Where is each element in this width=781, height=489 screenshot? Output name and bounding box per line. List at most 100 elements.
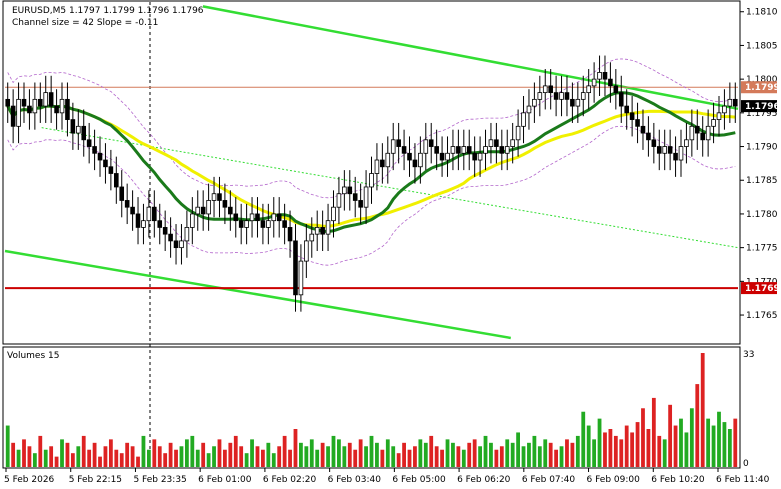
candle-body (656, 146, 662, 154)
candle-body (537, 92, 543, 100)
volume-bar (11, 442, 16, 467)
volume-bar (168, 442, 173, 467)
candle-body (304, 240, 309, 262)
channel-upper-line (202, 5, 739, 111)
candle-body (48, 92, 54, 107)
volume-bar (244, 453, 249, 467)
volume-bar (689, 408, 694, 467)
candle-body (374, 159, 380, 174)
volume-bar (494, 449, 499, 467)
candle-body (618, 92, 624, 107)
volume-bar (461, 449, 466, 467)
y-tick-label: 1.1775 (746, 244, 778, 254)
volume-bar (212, 446, 216, 467)
volume-bar (396, 453, 401, 467)
candle-body (32, 98, 38, 114)
candle-body (434, 146, 439, 154)
x-tick-label: 6 Feb 10:20 (651, 475, 705, 485)
candle-body (575, 98, 581, 107)
candle-body (179, 240, 184, 249)
candle-body (86, 139, 92, 147)
candle-body (380, 159, 385, 168)
volume-bar (717, 411, 721, 467)
candle-body (722, 105, 727, 114)
volume-bar (228, 442, 233, 467)
volume-bar (309, 439, 314, 467)
symbol-info: EURUSD,M5 1.1797 1.1799 1.1796 1.1796 (12, 6, 204, 16)
volume-bar (136, 456, 140, 467)
candle-body (37, 98, 43, 107)
candle-body (70, 119, 76, 134)
volume-bar (543, 439, 548, 467)
volume-bar (27, 446, 32, 467)
volume-bar (700, 353, 705, 467)
volume-bar (733, 418, 738, 467)
candle-body (184, 227, 190, 242)
candle-body (162, 227, 168, 235)
candle-body (548, 85, 553, 94)
support-price-tag-bg (741, 282, 777, 295)
candle-body (331, 206, 336, 222)
candle-body (689, 125, 695, 141)
candle-body (157, 220, 163, 228)
candle-body (260, 220, 266, 228)
y-tick-label: 1.1785 (746, 176, 778, 186)
volume-bar (657, 435, 662, 467)
volume-bar (369, 435, 374, 467)
candle-body (347, 186, 353, 195)
candle-body (65, 98, 70, 120)
volume-bar (364, 446, 368, 467)
volume-bar (597, 418, 602, 467)
volume-bar (434, 446, 439, 467)
candle-body (466, 146, 472, 154)
candle-body (152, 206, 157, 222)
volume-bar (375, 442, 379, 467)
volume-bar (548, 442, 553, 467)
volume-bar (157, 446, 162, 467)
volume-bar (706, 418, 711, 467)
support-price-tag: 1.1769 (745, 284, 780, 294)
volume-bar (451, 442, 455, 467)
x-tick-label: 6 Feb 11:40 (716, 475, 770, 485)
volume-bar (152, 439, 157, 467)
envelope-lower (7, 125, 736, 266)
volume-bar (114, 449, 119, 467)
volume-bar (445, 439, 450, 467)
candle-body (238, 220, 244, 228)
candle-body (124, 200, 130, 208)
candle-body (428, 139, 434, 147)
y-tick-label: 1.1805 (746, 41, 778, 51)
x-tick-label: 6 Feb 06:20 (457, 475, 511, 485)
candle-body (667, 146, 673, 154)
volume-bar (532, 435, 537, 467)
volume-max-label: 33 (743, 350, 754, 360)
candle-body (396, 139, 401, 147)
candle-body (16, 98, 21, 127)
volume-bar (554, 449, 559, 467)
candle-body (222, 200, 228, 208)
candle-body (510, 139, 515, 147)
volume-bar (315, 449, 320, 467)
candle-body (483, 146, 488, 154)
candle-body (146, 206, 152, 222)
volume-bar (217, 439, 222, 467)
volume-bar (499, 446, 504, 467)
candle-body (255, 213, 260, 222)
candle-body (276, 213, 282, 222)
x-tick-label: 6 Feb 03:40 (328, 475, 382, 485)
resistance-price-tag: 1.1799 (745, 83, 780, 93)
volume-bar (108, 439, 113, 467)
candle-body (504, 146, 510, 154)
volume-bar (195, 449, 200, 467)
volume-bar (423, 442, 428, 467)
candle-body (477, 152, 483, 161)
volume-bar (22, 439, 26, 467)
volume-bar (624, 425, 629, 467)
volume-bar (727, 429, 732, 467)
volume-bar (402, 442, 406, 467)
candle-body (401, 146, 407, 154)
volume-bar (429, 435, 434, 467)
volume-bar (293, 429, 298, 467)
x-tick-label: 5 Feb 23:35 (133, 475, 186, 485)
